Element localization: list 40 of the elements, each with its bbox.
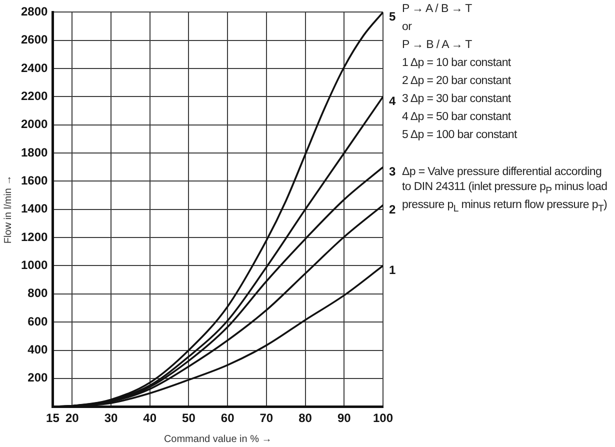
text: Δp = Valve pressure differential according to DIN 24311 (inlet pressure p$_{P}$ minus load pressure p$_{L}$ minus return flow pressure p$_{T}$) — [402, 166, 608, 215]
y-tick-label: 2600 — [20, 32, 48, 47]
series-label: 4 — [389, 94, 396, 108]
series-label: 2 — [389, 202, 396, 216]
x-tick-label: 100 — [372, 411, 394, 426]
text: P → A / B → T — [402, 2, 473, 17]
y-tick-label: 2200 — [20, 89, 48, 104]
text: 4 Δp = 50 bar constant — [402, 110, 512, 125]
y-tick-label: 1800 — [20, 145, 48, 160]
x-tick-label: 90 — [337, 411, 352, 426]
y-tick-label: 1200 — [20, 230, 48, 244]
series-label: 1 — [389, 263, 396, 278]
y-tick-label: 1000 — [20, 258, 48, 272]
y-tick-label: 600 — [28, 314, 48, 328]
x-tick-label: 15 — [46, 411, 60, 426]
x-tick-label: 60 — [220, 411, 235, 426]
text: 2 Δp = 20 bar constant — [402, 74, 512, 89]
x-tick-label: 70 — [260, 411, 274, 426]
text: 1 Δp = 10 bar constant — [402, 56, 512, 71]
text: 5 Δp = 100 bar constant — [402, 128, 518, 143]
series-label: 5 — [389, 10, 396, 24]
x-tick-label: 80 — [298, 411, 312, 426]
y-axis-title: Flow in l/min → — [2, 175, 14, 244]
y-tick-label: 1400 — [20, 202, 48, 216]
x-tick-label: 50 — [182, 411, 196, 426]
y-tick-label: 2400 — [20, 60, 48, 75]
series-label: 3 — [389, 164, 396, 178]
y-tick-label: 800 — [28, 286, 48, 300]
x-tick-label: 30 — [104, 411, 118, 426]
x-axis-title: Command value in % → — [164, 434, 272, 445]
x-tick-label: 20 — [65, 411, 80, 426]
x-tick-label: 40 — [143, 411, 157, 426]
text: or — [402, 20, 413, 35]
y-tick-label: 400 — [28, 342, 48, 357]
y-tick-label: 2800 — [20, 4, 48, 19]
y-tick-label: 2000 — [20, 117, 48, 132]
text: P → B / A → T — [402, 38, 473, 53]
text: 3 Δp = 30 bar constant — [402, 92, 512, 107]
y-tick-label: 1600 — [20, 174, 48, 188]
y-tick-label: 200 — [28, 370, 48, 385]
